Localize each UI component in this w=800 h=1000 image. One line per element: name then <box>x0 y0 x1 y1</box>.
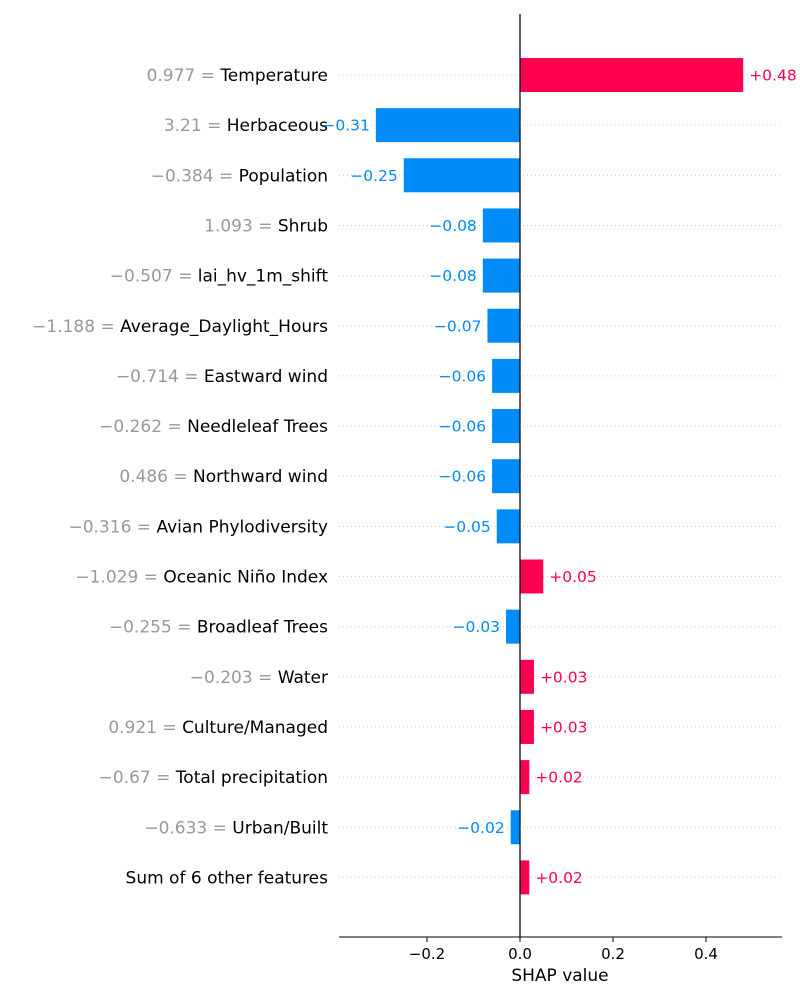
feature-name: Avian Phylodiversity <box>156 517 328 537</box>
feature-value: −0.507 = <box>110 267 198 287</box>
data-label: −0.06 <box>439 367 487 385</box>
feature-label: −1.188 = Average_Daylight_Hours <box>32 317 328 337</box>
data-label: −0.06 <box>439 468 487 486</box>
feature-value: 1.093 = <box>204 216 278 236</box>
data-label: +0.03 <box>540 718 588 736</box>
x-tick-label: −0.2 <box>409 945 445 963</box>
data-label: +0.48 <box>749 67 797 85</box>
feature-name: Urban/Built <box>232 818 328 838</box>
feature-name: Needleleaf Trees <box>187 417 328 437</box>
feature-label: −0.316 = Avian Phylodiversity <box>68 517 328 537</box>
data-label: +0.02 <box>535 869 583 887</box>
data-label: −0.06 <box>439 418 487 436</box>
feature-name: Total precipitation <box>175 768 328 788</box>
feature-name: Culture/Managed <box>182 718 328 738</box>
data-label: −0.25 <box>350 167 398 185</box>
bar <box>482 258 520 293</box>
bar <box>496 509 520 544</box>
bar <box>520 659 534 694</box>
x-tick-label: 0.0 <box>508 945 532 963</box>
feature-name: Population <box>239 166 328 186</box>
bar <box>520 860 530 895</box>
bar <box>520 58 744 92</box>
bar <box>520 559 544 594</box>
feature-name: Broadleaf Trees <box>197 618 328 638</box>
feature-label: 1.093 = Shrub <box>204 216 328 236</box>
feature-value: 0.977 = <box>147 66 221 86</box>
feature-label: −0.255 = Broadleaf Trees <box>109 618 328 638</box>
bar <box>520 709 534 744</box>
bar <box>520 760 530 795</box>
data-label: +0.03 <box>540 668 588 686</box>
feature-value: 0.921 = <box>108 718 182 738</box>
bar <box>492 409 520 444</box>
bar <box>375 108 520 143</box>
feature-name: Average_Daylight_Hours <box>120 317 328 337</box>
feature-label: 0.921 = Culture/Managed <box>108 718 328 738</box>
feature-label: −0.633 = Urban/Built <box>144 818 328 838</box>
feature-name: Oceanic Niño Index <box>163 568 328 588</box>
data-label: +0.02 <box>535 769 583 787</box>
feature-name: Water <box>278 668 328 688</box>
bar <box>510 810 520 845</box>
feature-value: 3.21 = <box>164 116 227 136</box>
data-label: −0.02 <box>457 819 505 837</box>
feature-name: Temperature <box>219 66 328 86</box>
feature-label: 3.21 = Herbaceous <box>164 116 328 136</box>
feature-value: −0.384 = <box>151 166 239 186</box>
x-tick-label: 0.2 <box>601 945 625 963</box>
feature-label: −0.714 = Eastward wind <box>116 367 328 387</box>
feature-label: 0.486 = Northward wind <box>119 467 328 487</box>
data-label: −0.08 <box>429 267 477 285</box>
bars <box>375 58 744 895</box>
feature-value: −0.67 = <box>99 768 176 788</box>
feature-label: −0.507 = lai_hv_1m_shift <box>110 267 329 287</box>
row-guides <box>339 74 782 878</box>
data-label: −0.05 <box>443 518 491 536</box>
bar <box>492 459 520 494</box>
x-axis-title: SHAP value <box>511 966 608 986</box>
data-label: −0.31 <box>322 117 370 135</box>
feature-label: Sum of 6 other features <box>126 868 329 888</box>
feature-name: Sum of 6 other features <box>126 868 329 888</box>
feature-value: −0.262 = <box>99 417 187 437</box>
bar <box>482 208 520 243</box>
data-label: +0.05 <box>549 568 597 586</box>
feature-labels: 0.977 = Temperature 3.21 = Herbaceous −0.3… <box>32 66 328 888</box>
bar <box>492 358 520 393</box>
feature-value: −0.633 = <box>144 818 232 838</box>
x-axis: −0.2 0.0 0.2 0.4 <box>339 936 782 963</box>
data-label: −0.08 <box>429 217 477 235</box>
feature-value: −1.029 = <box>75 568 163 588</box>
feature-value: −1.188 = <box>32 317 120 337</box>
feature-label: −0.262 = Needleleaf Trees <box>99 417 328 437</box>
data-label: −0.03 <box>453 618 501 636</box>
feature-name: lai_hv_1m_shift <box>198 267 329 287</box>
data-labels: +0.48 −0.31 −0.25 −0.08 −0.08 −0.07 −0.06 −0.06… <box>322 67 796 887</box>
feature-label: 0.977 = Temperature <box>147 66 328 86</box>
feature-value: −0.316 = <box>68 517 156 537</box>
feature-value: 0.486 = <box>119 467 193 487</box>
feature-label: −0.384 = Population <box>151 166 328 186</box>
feature-name: Northward wind <box>193 467 328 487</box>
bar <box>403 158 520 193</box>
feature-value: −0.203 = <box>190 668 278 688</box>
feature-name: Eastward wind <box>204 367 328 387</box>
feature-name: Shrub <box>278 216 328 236</box>
feature-name: Herbaceous <box>227 116 328 136</box>
bar <box>506 609 520 644</box>
feature-value: −0.714 = <box>116 367 204 387</box>
feature-value: −0.255 = <box>109 618 197 638</box>
data-label: −0.07 <box>434 317 482 335</box>
feature-label: −0.203 = Water <box>190 668 328 688</box>
bar <box>487 308 520 343</box>
feature-label: −0.67 = Total precipitation <box>99 768 328 788</box>
x-tick-label: 0.4 <box>694 945 718 963</box>
feature-label: −1.029 = Oceanic Niño Index <box>75 568 328 588</box>
